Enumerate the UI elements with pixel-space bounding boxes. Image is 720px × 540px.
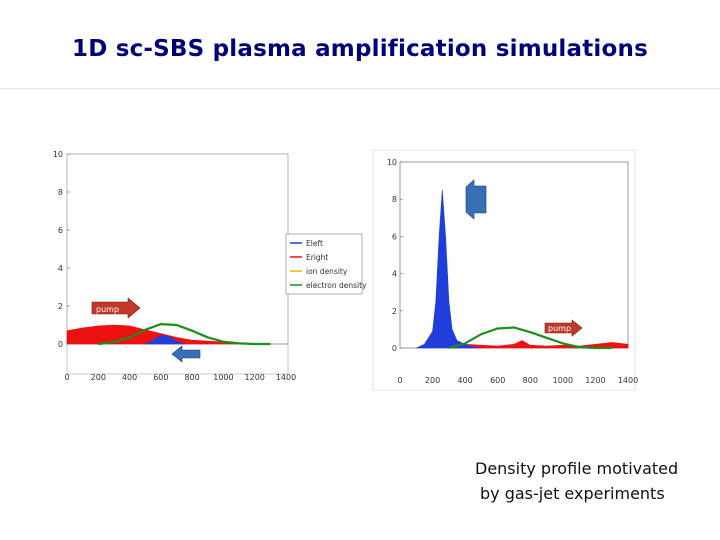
chart-1-series-electron-density: [98, 322, 271, 346]
chart-1-x-tick-label: 1000: [213, 373, 233, 382]
chart-1-frame: [66, 153, 289, 345]
chart-2-series-eright: [448, 340, 629, 349]
chart-1-y-tick-label: 0: [58, 340, 63, 349]
chart-1-pump-label: pump: [96, 305, 119, 314]
legend-label-electron-density: electron density: [306, 281, 367, 290]
chart-2: 0 2 4 6 8 10 0 200 400 600 800 1000 1200 1400 pump: [372, 149, 638, 391]
title-divider: [0, 88, 720, 89]
chart-1-x-tick-label: 200: [91, 373, 106, 382]
chart-1-series: [66, 322, 271, 346]
chart-1-probe-arrow-icon: [171, 345, 201, 363]
chart-1-x-tick-label: 1400: [276, 373, 296, 382]
chart-1-x-tick-label: 600: [153, 373, 168, 382]
caption-line-1: Density profile motivated: [475, 459, 679, 478]
chart-2-y-tick-label: 8: [392, 195, 397, 204]
chart-1: 0 2 4 6 8 10 0 200 400 600 800 1000 1200 1400 Eleft …: [53, 150, 367, 382]
chart-1-x-tick-label: 1200: [245, 373, 265, 382]
chart-2-series-eleft: [416, 189, 482, 349]
chart-1-legend: Eleft Eright ion density electron densit…: [285, 233, 367, 295]
chart-2-y-ticks: 0 2 4 6 8 10: [387, 158, 403, 353]
chart-2-x-tick-label: 1400: [618, 376, 638, 385]
chart-1-y-tick-label: 6: [58, 226, 63, 235]
chart-1-x-ticks: 0 200 400 600 800 1000 1200 1400: [64, 373, 296, 382]
chart-2-x-tick-label: 400: [458, 376, 473, 385]
chart-2-y-tick-label: 4: [392, 270, 397, 279]
chart-2-x-tick-label: 200: [425, 376, 440, 385]
page-title: 1D sc-SBS plasma amplification simulatio…: [72, 36, 648, 62]
chart-2-x-tick-label: 800: [523, 376, 538, 385]
chart-1-y-ticks: 0 2 4 6 8 10: [53, 150, 70, 349]
chart-1-x-tick-label: 400: [122, 373, 137, 382]
chart-1-y-tick-label: 2: [58, 302, 63, 311]
chart-2-x-tick-label: 600: [490, 376, 505, 385]
chart-1-pump-arrow: pump: [91, 297, 141, 319]
legend-label-eleft: Eleft: [306, 239, 323, 248]
chart-1-y-tick-label: 4: [58, 264, 63, 273]
chart-2-y-tick-label: 6: [392, 232, 397, 241]
chart-2-pump-label: pump: [548, 324, 571, 333]
chart-1-series-eleft: [145, 335, 185, 345]
chart-2-y-tick-label: 0: [392, 344, 397, 353]
chart-1-y-tick-label: 8: [58, 188, 63, 197]
chart-2-y-tick-label: 10: [387, 158, 397, 167]
chart-2-x-tick-label: 0: [397, 376, 402, 385]
chart-1-x-tick-label: 0: [64, 373, 69, 382]
chart-2-frame-ext: [372, 149, 636, 391]
legend-label-eright: Eright: [306, 253, 328, 262]
chart-2-series-electron-density: [448, 326, 612, 350]
chart-2-y-tick-label: 2: [392, 307, 397, 316]
chart-2-x-tick-label: 1200: [585, 376, 605, 385]
chart-2-probe-arrow-icon: [465, 179, 487, 220]
chart-2-pump-arrow: pump: [544, 319, 583, 337]
legend-label-ion-density: ion density: [306, 267, 348, 276]
figure-caption: Density profile motivated by gas-jet exp…: [475, 456, 678, 506]
caption-line-2: by gas-jet experiments: [480, 484, 665, 503]
chart-2-series: [416, 189, 629, 350]
chart-2-x-ticks: 0 200 400 600 800 1000 1200 1400: [397, 376, 638, 385]
chart-2-x-tick-label: 1000: [553, 376, 573, 385]
chart-1-x-tick-label: 800: [185, 373, 200, 382]
chart-1-y-tick-label: 10: [53, 150, 63, 159]
